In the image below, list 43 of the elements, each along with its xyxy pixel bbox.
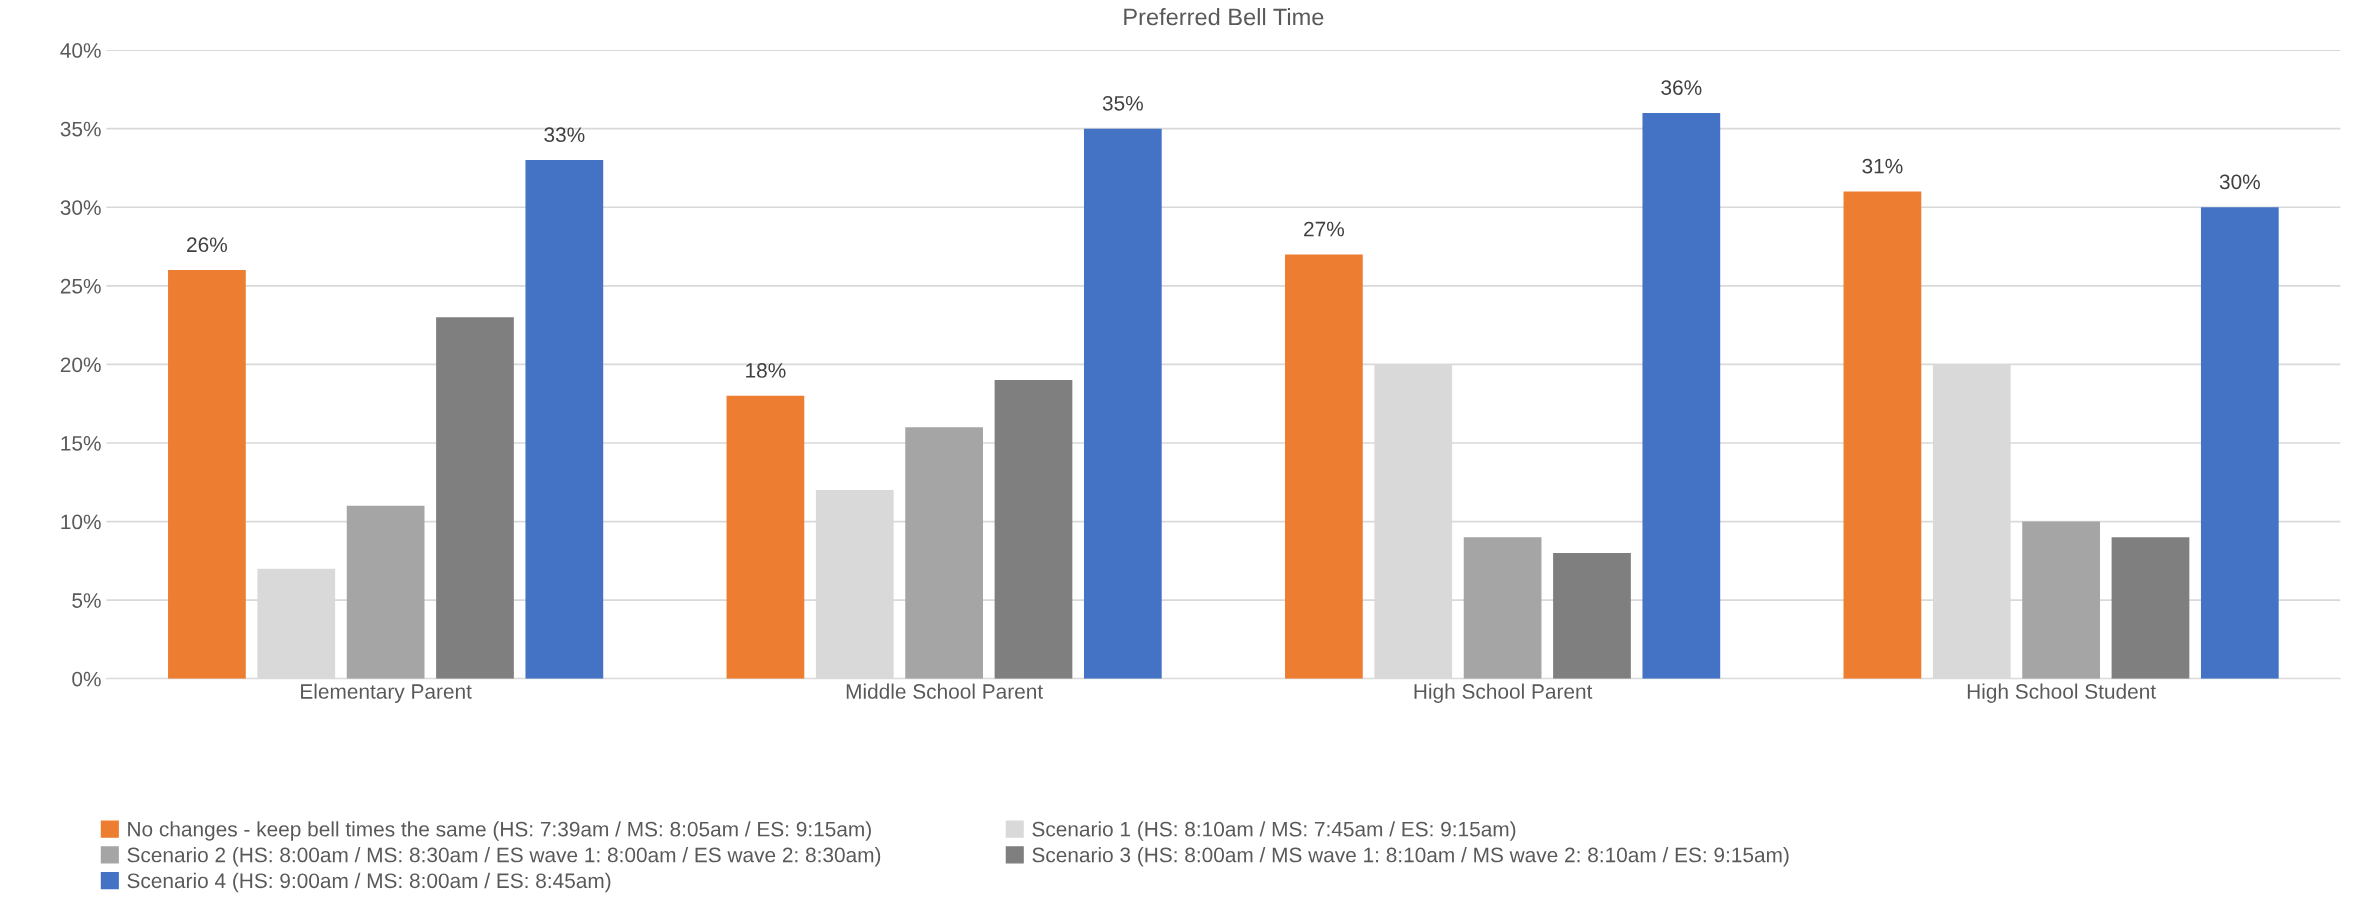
x-tick-label: High School Student bbox=[1967, 683, 2156, 703]
bar bbox=[1553, 552, 1631, 679]
bar bbox=[168, 270, 246, 679]
y-tick-label: 5% bbox=[72, 593, 101, 608]
y-tick-label: 25% bbox=[60, 278, 101, 294]
data-label: 30% bbox=[2219, 174, 2260, 190]
chart-title: Preferred Bell Time bbox=[1124, 7, 1324, 26]
data-label: 26% bbox=[187, 237, 228, 253]
x-tick-label: Middle School Parent bbox=[846, 683, 1043, 699]
y-tick-label: 30% bbox=[60, 200, 101, 216]
bar bbox=[1285, 254, 1363, 679]
legend-label: Scenario 4 (HS: 9:00am / MS: 8:00am / ES: 8:45am) bbox=[127, 872, 611, 893]
data-label: 18% bbox=[746, 363, 786, 378]
x-tick-label: Elementary Parent bbox=[301, 683, 472, 703]
legend-label: Scenario 1 (HS: 8:10am / MS: 7:45am / ES: 9:15am) bbox=[1032, 821, 1516, 841]
y-tick-label: 40% bbox=[60, 43, 101, 58]
bar bbox=[1463, 537, 1542, 679]
bar bbox=[1083, 128, 1162, 679]
legend-label: No changes - keep bell times the same (HS: 7:39am / MS: 8:05am / ES: 9:15am) bbox=[128, 821, 871, 841]
bar bbox=[905, 427, 983, 679]
data-label: 36% bbox=[1661, 80, 1702, 95]
y-tick-label: 15% bbox=[61, 436, 101, 451]
bar bbox=[1642, 112, 1721, 679]
bar bbox=[2200, 207, 2279, 679]
y-tick-label: 0% bbox=[72, 671, 101, 687]
bar bbox=[2022, 521, 2100, 679]
legend-label: Scenario 3 (HS: 8:00am / MS wave 1: 8:10am / MS wave 2: 8:10am / ES: 9:15am) bbox=[1032, 847, 1789, 867]
y-tick-label: 10% bbox=[61, 514, 101, 530]
bar bbox=[346, 505, 425, 679]
y-tick-label: 20% bbox=[60, 357, 101, 373]
bar bbox=[436, 317, 514, 679]
bar bbox=[994, 380, 1073, 679]
bar bbox=[2111, 537, 2190, 679]
x-tick-label: High School Parent bbox=[1414, 683, 1593, 703]
bar bbox=[726, 395, 805, 679]
data-label: 27% bbox=[1304, 221, 1345, 237]
bar bbox=[525, 160, 604, 679]
data-label: 31% bbox=[1862, 158, 1903, 174]
data-label: 35% bbox=[1102, 95, 1143, 111]
bar bbox=[1843, 191, 1922, 679]
y-tick-label: 35% bbox=[60, 121, 101, 137]
legend-label: Scenario 2 (HS: 8:00am / MS: 8:30am / ES wave 1: 8:00am / ES wave 2: 8:30am) bbox=[127, 847, 881, 867]
data-label: 33% bbox=[544, 127, 585, 143]
